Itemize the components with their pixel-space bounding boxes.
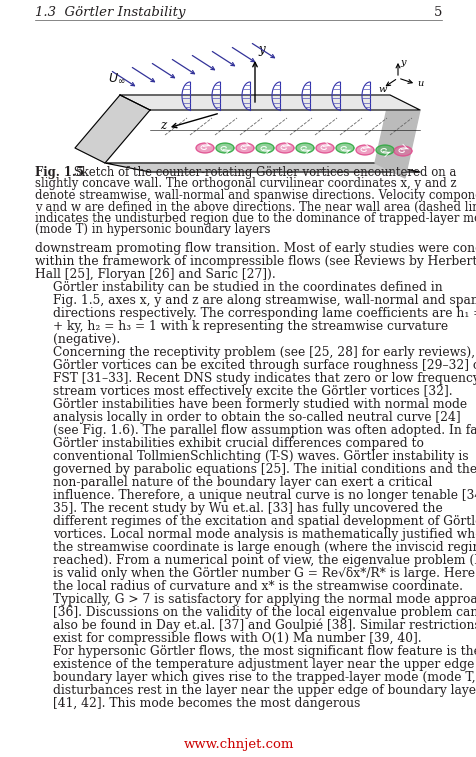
Polygon shape — [196, 143, 214, 153]
Text: [36]. Discussions on the validity of the local eigenvalue problem can: [36]. Discussions on the validity of the… — [53, 606, 476, 619]
Text: stream vortices most effectively excite the Görtler vortices [32].: stream vortices most effectively excite … — [53, 385, 452, 398]
Text: disturbances rest in the layer near the upper edge of boundary layer): disturbances rest in the layer near the … — [53, 684, 476, 697]
Polygon shape — [256, 143, 273, 153]
Text: y: y — [399, 58, 405, 67]
Text: is valid only when the Görtler number G = Re√δx*/R* is large. Here R* is: is valid only when the Görtler number G … — [53, 567, 476, 580]
Polygon shape — [393, 146, 411, 156]
Text: downstream promoting flow transition. Most of early studies were conducted: downstream promoting flow transition. Mo… — [35, 242, 476, 255]
Text: the local radius of curvature and x* is the streamwise coordinate.: the local radius of curvature and x* is … — [53, 580, 462, 593]
Text: different regimes of the excitation and spatial development of Görtler: different regimes of the excitation and … — [53, 515, 476, 528]
Text: analysis locally in order to obtain the so-called neutral curve [24]: analysis locally in order to obtain the … — [53, 411, 460, 424]
Text: 35]. The recent study by Wu et.al. [33] has fully uncovered the: 35]. The recent study by Wu et.al. [33] … — [53, 502, 442, 515]
Polygon shape — [296, 143, 313, 153]
Text: Görtler vortices can be excited through surface roughness [29–32] or/and: Görtler vortices can be excited through … — [53, 359, 476, 372]
Text: Typically, G > 7 is satisfactory for applying the normal mode approach: Typically, G > 7 is satisfactory for app… — [53, 593, 476, 606]
Polygon shape — [75, 95, 149, 163]
Polygon shape — [316, 143, 333, 153]
Polygon shape — [335, 143, 353, 153]
Text: slightly concave wall. The orthogonal curvilinear coordinates x, y and z: slightly concave wall. The orthogonal cu… — [35, 177, 456, 191]
Text: influence. Therefore, a unique neutral curve is no longer tenable [34,: influence. Therefore, a unique neutral c… — [53, 489, 476, 502]
Polygon shape — [120, 95, 419, 110]
Text: Hall [25], Floryan [26] and Saric [27]).: Hall [25], Floryan [26] and Saric [27]). — [35, 268, 275, 281]
Polygon shape — [374, 95, 419, 178]
Text: + ky, h₂ = h₃ = 1 with k representing the streamwise curvature: + ky, h₂ = h₃ = 1 with k representing th… — [53, 320, 447, 333]
Polygon shape — [216, 143, 234, 153]
Polygon shape — [236, 143, 253, 153]
Polygon shape — [375, 145, 393, 155]
Text: (mode T) in hypersonic boundary layers: (mode T) in hypersonic boundary layers — [35, 223, 270, 236]
Text: (negative).: (negative). — [53, 333, 120, 346]
Text: 1.3  Görtler Instability: 1.3 Görtler Instability — [35, 6, 185, 19]
Text: directions respectively. The corresponding lame coefficients are h₁ = 1: directions respectively. The correspondi… — [53, 307, 476, 320]
Text: vortices. Local normal mode analysis is mathematically justified when: vortices. Local normal mode analysis is … — [53, 528, 476, 541]
Text: Fig. 1.5: Fig. 1.5 — [35, 166, 84, 179]
Text: v and w are defined in the above directions. The near wall area (dashed lines): v and w are defined in the above directi… — [35, 201, 476, 213]
Polygon shape — [355, 145, 373, 155]
Text: (see Fig. 1.6). The parallel flow assumption was often adopted. In fact,: (see Fig. 1.6). The parallel flow assump… — [53, 424, 476, 437]
Text: For hypersonic Görtler flows, the most significant flow feature is the: For hypersonic Görtler flows, the most s… — [53, 645, 476, 658]
Text: Sketch of the counter-rotating Görtler vortices encountered on a: Sketch of the counter-rotating Görtler v… — [70, 166, 456, 179]
Text: Görtler instabilities exhibit crucial differences compared to: Görtler instabilities exhibit crucial di… — [53, 437, 423, 450]
Text: www.chnjet.com: www.chnjet.com — [183, 738, 293, 751]
Text: non-parallel nature of the boundary layer can exert a critical: non-parallel nature of the boundary laye… — [53, 476, 431, 489]
Text: denote streamwise, wall-normal and spanwise directions. Velocity components u,: denote streamwise, wall-normal and spanw… — [35, 189, 476, 202]
Text: w: w — [377, 86, 386, 95]
Text: $U_\infty$: $U_\infty$ — [108, 72, 125, 85]
Text: 5: 5 — [433, 6, 441, 19]
Text: also be found in Day et.al. [37] and Goulpié [38]. Similar restrictions: also be found in Day et.al. [37] and Gou… — [53, 618, 476, 632]
Polygon shape — [276, 143, 293, 153]
Text: exist for compressible flows with O(1) Ma number [39, 40].: exist for compressible flows with O(1) M… — [53, 632, 421, 645]
Text: governed by parabolic equations [25]. The initial conditions and the: governed by parabolic equations [25]. Th… — [53, 463, 476, 476]
Text: existence of the temperature adjustment layer near the upper edge of the: existence of the temperature adjustment … — [53, 658, 476, 671]
Text: Fig. 1.5, axes x, y and z are along streamwise, wall-normal and spanwise: Fig. 1.5, axes x, y and z are along stre… — [53, 294, 476, 307]
Text: Concerning the receptivity problem (see [25, 28] for early reviews),: Concerning the receptivity problem (see … — [53, 346, 474, 359]
Text: within the framework of incompressible flows (see Reviews by Herbert [24],: within the framework of incompressible f… — [35, 255, 476, 268]
Text: Görtler instability can be studied in the coordinates defined in: Görtler instability can be studied in th… — [53, 281, 442, 294]
Text: conventional TollmienSchlichting (T-S) waves. Görtler instability is: conventional TollmienSchlichting (T-S) w… — [53, 450, 467, 463]
Text: the streamwise coordinate is large enough (where the inviscid regime is: the streamwise coordinate is large enoug… — [53, 541, 476, 554]
Text: y: y — [258, 43, 264, 56]
Text: indicates the undisturbed region due to the dominance of trapped-layer modes: indicates the undisturbed region due to … — [35, 212, 476, 225]
Text: boundary layer which gives rise to the trapped-layer mode (mode T,: boundary layer which gives rise to the t… — [53, 671, 475, 684]
Text: reached). From a numerical point of view, the eigenvalue problem (EVP): reached). From a numerical point of view… — [53, 554, 476, 567]
Text: u: u — [416, 79, 422, 88]
Text: FST [31–33]. Recent DNS study indicates that zero or low frequency free: FST [31–33]. Recent DNS study indicates … — [53, 372, 476, 385]
Text: z: z — [159, 119, 166, 132]
Polygon shape — [105, 163, 419, 172]
Text: [41, 42]. This mode becomes the most dangerous: [41, 42]. This mode becomes the most dan… — [53, 697, 360, 710]
Text: Görtler instabilities have been formerly studied with normal mode: Görtler instabilities have been formerly… — [53, 398, 466, 411]
